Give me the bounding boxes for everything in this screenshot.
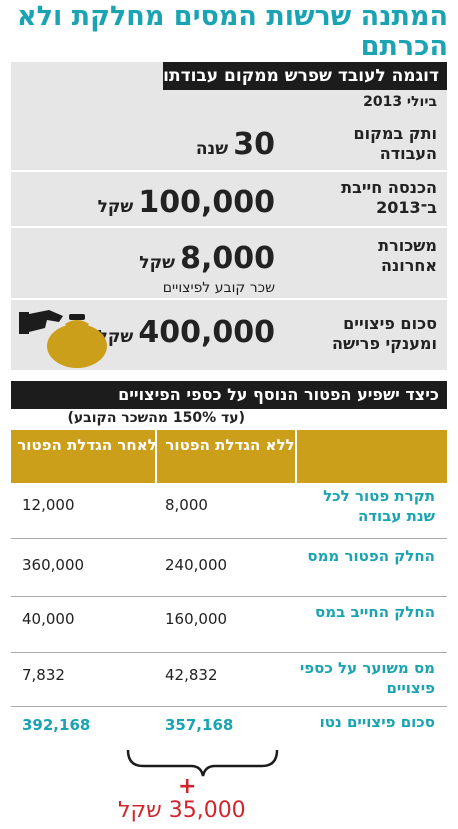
row-subtext: שכר קובע לפיצויים [162, 280, 275, 296]
row-label: הכנסה חייבת ב־2013 [341, 178, 437, 217]
row-divider [11, 596, 447, 597]
value-after: 40,000 [22, 610, 75, 628]
row-label: ותק במקום העבודה [353, 124, 437, 163]
divider [11, 226, 447, 228]
divider [11, 298, 447, 300]
value-after: 392,168 [22, 716, 91, 734]
row-label: סכום פיצויים נטו [319, 713, 435, 731]
row-value: 30 שנה [195, 127, 275, 162]
table-heading: כיצד ישפיע הפטור הנוסף על כספי הפיצויים [11, 381, 447, 409]
value-before: 240,000 [165, 556, 228, 574]
column-divider [155, 430, 157, 730]
col-before-header: ללא הגדלת הפטור [165, 436, 295, 454]
table-note: (עד 150% מהשכר הקובע) [67, 410, 245, 426]
plus-sign: + [178, 774, 197, 799]
value-after: 360,000 [22, 556, 85, 574]
table-header: ללא הגדלת הפטור לאחר הגדלת הפטור [11, 430, 447, 483]
row-label: מס משוער על כספי פיצויים [299, 659, 435, 697]
value-before: 160,000 [165, 610, 228, 628]
column-divider [295, 430, 297, 730]
row-divider [11, 706, 447, 707]
row-label: תקרת פטור לכל שנת עבודה [323, 487, 435, 525]
divider [11, 170, 447, 172]
curly-brace-icon [126, 749, 279, 777]
row-label: החלק החייב במס [315, 603, 435, 621]
value-before: 42,832 [165, 666, 218, 684]
example-panel: דוגמה לעובד שפרש ממקום עבודתו ביולי 2013… [11, 62, 447, 370]
row-label: החלק הפטור ממס [307, 547, 435, 565]
col-after-header: לאחר הגדלת הפטור [17, 436, 157, 454]
hand-money-bag-icon [19, 310, 107, 368]
value-after: 7,832 [22, 666, 65, 684]
row-label: משכורת אחרונה [378, 236, 437, 275]
difference-value: 35,000 שקל [118, 798, 246, 823]
row-value: 100,000 שקל [97, 185, 275, 220]
row-divider [11, 652, 447, 653]
value-after: 12,000 [22, 496, 75, 514]
row-label: סכום פיצויים ומענקי פרישה [331, 314, 437, 353]
row-divider [11, 538, 447, 539]
page-title: המתנה שרשות המסים מחלקת ולא הכרתם [16, 1, 448, 62]
example-date: ביולי 2013 [363, 94, 437, 110]
example-heading: דוגמה לעובד שפרש ממקום עבודתו [163, 62, 447, 90]
value-before: 357,168 [165, 716, 234, 734]
value-before: 8,000 [165, 496, 208, 514]
row-value: 400,000 שקל [97, 315, 275, 350]
row-value: 8,000 שקל [139, 241, 275, 276]
